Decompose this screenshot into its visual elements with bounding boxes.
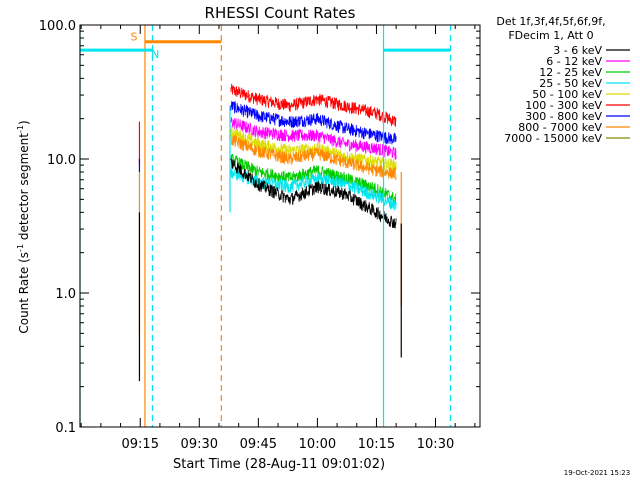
y-tick-label: 10.0 [47,153,76,168]
axes-layer: 100.0 10.0 1.0 0.1 09:15 09:30 09:45 10:00 10:15… [39,19,480,452]
footer-timestamp: 19-Oct-2021 15:23 [564,469,630,477]
plot-frame [79,24,481,428]
legend-header-line-2: FDecim 1, Att 0 [508,29,593,42]
light-curve-series [230,166,397,211]
light-curve-series [230,132,397,181]
y-axis-label: Count Rate (s-1 detector segment-1) [16,120,31,333]
x-tick-label: 09:45 [240,437,277,452]
series-layer [138,83,402,382]
legend-label: 50 - 100 keV [532,88,602,101]
y-axis-label-sup2: -1 [16,125,25,133]
x-tick-label: 10:30 [417,437,454,452]
legend-label: 25 - 50 keV [539,77,602,90]
x-axis-label: Start Time (28-Aug-11 09:01:02) [173,457,385,472]
legend-label: 800 - 7000 keV [518,121,602,134]
legend-label: 6 - 12 keV [546,55,602,68]
y-axis-label-end: ) [17,120,31,125]
y-tick-label: 100.0 [39,19,76,34]
y-axis-label-sup: -1 [16,244,25,252]
legend-label: 3 - 6 keV [553,44,602,57]
x-tick-label: 09:30 [181,437,218,452]
light-curve-series [230,117,397,160]
x-tick-label: 09:15 [122,437,159,452]
light-curve-series [230,83,397,127]
x-tick-label: 10:15 [358,437,395,452]
light-curve-series [230,124,397,172]
legend-header-line-1: Det 1f,3f,4f,5f,6f,9f, [496,15,605,28]
x-tick-label: 10:00 [299,437,336,452]
legend-label: 12 - 25 keV [539,66,602,79]
light-curve-series [230,154,397,205]
legend-label: 300 - 800 keV [525,110,602,123]
y-tick-label: 1.0 [55,287,76,302]
light-curve-series [230,158,397,229]
legend-label: 100 - 300 keV [525,99,602,112]
light-curve-series [230,101,397,145]
interval-bar-label: N [151,48,159,61]
interval-bar-label: S [130,31,137,44]
legend-label: 7000 - 15000 keV [504,132,602,145]
chart-title: RHESSI Count Rates [205,4,356,22]
y-axis-label-middle: detector segment [17,133,31,244]
y-axis-label-start: Count Rate (s [17,252,31,334]
y-tick-label: 0.1 [55,421,76,436]
